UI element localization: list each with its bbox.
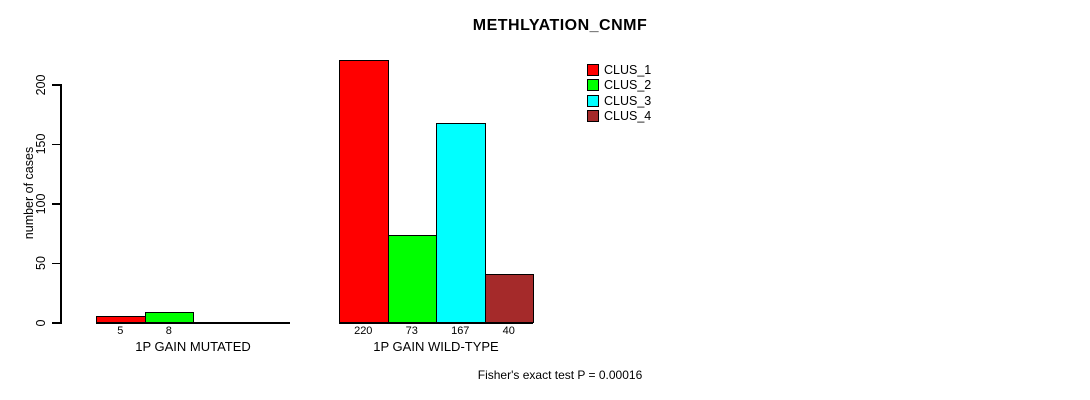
legend-label: CLUS_3 (604, 93, 652, 108)
y-tick (52, 322, 60, 324)
bar-value-label: 5 (117, 325, 124, 337)
bar-clus-3-1p-gain-wild-type (436, 123, 486, 324)
legend-label: CLUS_1 (604, 62, 652, 77)
bar-clus-1-1p-gain-wild-type (339, 60, 389, 324)
chart-title: METHLYATION_CNMF (472, 17, 648, 34)
y-tick (52, 143, 60, 145)
group-label-1p-gain-mutated: 1P GAIN MUTATED (135, 339, 251, 354)
bar-value-label: 73 (405, 325, 418, 337)
legend-label: CLUS_2 (604, 78, 652, 93)
y-tick (52, 84, 60, 86)
bar-value-label: 40 (502, 325, 515, 337)
bar-clus-2-1p-gain-wild-type (387, 235, 437, 324)
y-tick-label: 50 (34, 256, 48, 270)
legend-swatch-clus-1 (587, 63, 599, 76)
bar-clus-1-1p-gain-mutated (96, 316, 146, 324)
legend-item-clus-4: CLUS_4 (587, 109, 651, 125)
y-axis-line (60, 84, 62, 324)
group-label-1p-gain-wild-type: 1P GAIN WILD-TYPE (373, 339, 499, 354)
bar-value-label: 220 (354, 325, 373, 337)
y-tick (52, 262, 60, 264)
bar-clus-4-1p-gain-wild-type (484, 274, 534, 324)
legend-label: CLUS_4 (604, 109, 652, 124)
legend: CLUS_1 CLUS_2 CLUS_3 CLUS_4 (587, 62, 651, 124)
legend-item-clus-2: CLUS_2 (587, 78, 651, 94)
legend-swatch-clus-4 (587, 110, 599, 123)
legend-swatch-clus-2 (587, 79, 599, 92)
legend-swatch-clus-3 (587, 94, 599, 107)
legend-item-clus-3: CLUS_3 (587, 93, 651, 109)
bar-value-label: 8 (165, 325, 172, 337)
bar-value-label: 167 (451, 325, 470, 337)
fisher-test-annotation: Fisher's exact test P = 0.00016 (477, 368, 643, 382)
bar-clus-2-1p-gain-mutated (144, 312, 194, 324)
y-tick-label: 150 (34, 133, 48, 155)
y-tick-label: 100 (34, 193, 48, 214)
legend-item-clus-1: CLUS_1 (587, 62, 651, 78)
y-tick-label: 200 (34, 74, 48, 95)
y-tick (52, 203, 60, 205)
y-tick-label: 0 (34, 319, 48, 326)
